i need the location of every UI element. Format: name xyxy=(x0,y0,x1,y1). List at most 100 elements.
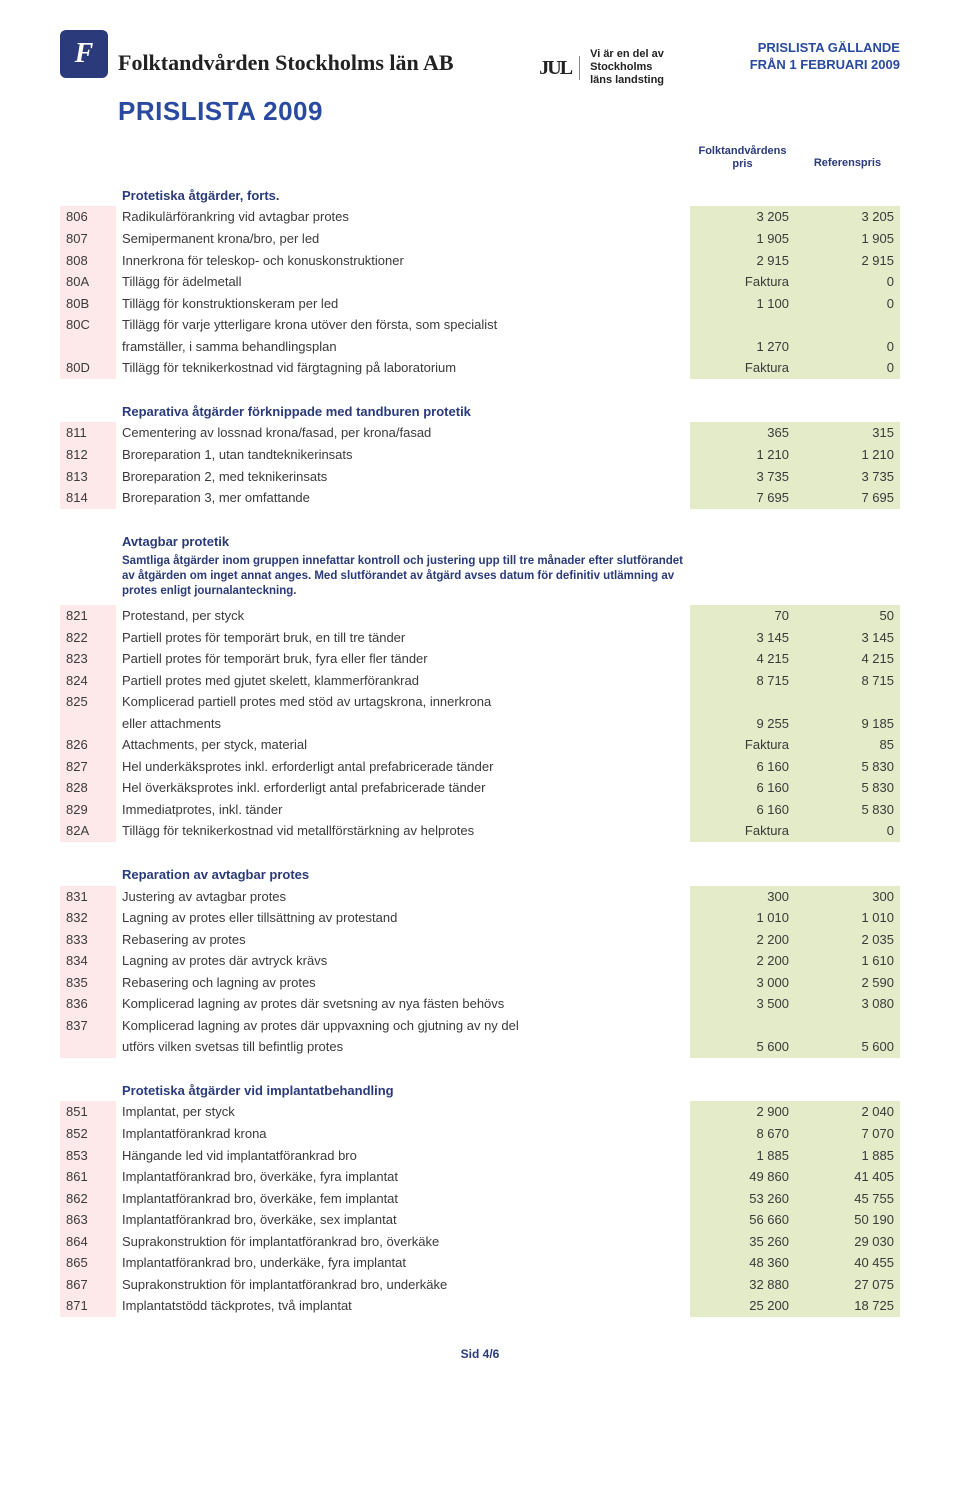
col1-l1: Folktandvårdens xyxy=(698,145,786,157)
section-heading: Reparation av avtagbar protes xyxy=(60,852,900,886)
row-code: 827 xyxy=(60,756,116,778)
table-row: 822Partiell protes för temporärt bruk, e… xyxy=(60,627,900,649)
section-title: Protetiska åtgärder vid implantatbehandl… xyxy=(116,1068,690,1102)
row-reference-price: 1 905 xyxy=(795,228,900,250)
validity-notice: PRISLISTA GÄLLANDE FRÅN 1 FEBRUARI 2009 xyxy=(750,40,900,74)
section-gap xyxy=(60,509,900,519)
table-row: 836Komplicerad lagning av protes där sve… xyxy=(60,993,900,1015)
landsting-text-l1: Vi är en del av xyxy=(590,48,664,60)
row-code: 812 xyxy=(60,444,116,466)
row-code: 806 xyxy=(60,206,116,228)
section-note: Samtliga åtgärder inom gruppen innefatta… xyxy=(60,552,900,605)
row-code: 871 xyxy=(60,1295,116,1317)
row-price: 56 660 xyxy=(690,1209,795,1231)
table-row: 851Implantat, per styck2 9002 040 xyxy=(60,1101,900,1123)
row-desc: Protestand, per styck xyxy=(116,605,690,627)
table-row: 80CTillägg för varje ytterligare krona u… xyxy=(60,314,900,336)
row-price: 1 905 xyxy=(690,228,795,250)
row-code xyxy=(60,336,116,358)
row-reference-price: 0 xyxy=(795,357,900,379)
table-row: 812Broreparation 1, utan tandteknikerins… xyxy=(60,444,900,466)
table-row: 833Rebasering av protes2 2002 035 xyxy=(60,929,900,951)
row-price: 4 215 xyxy=(690,648,795,670)
page-title: PRISLISTA 2009 xyxy=(118,96,900,127)
row-desc: Innerkrona för teleskop- och konuskonstr… xyxy=(116,250,690,272)
row-desc: Hel underkäksprotes inkl. erforderligt a… xyxy=(116,756,690,778)
row-reference-price: 50 190 xyxy=(795,1209,900,1231)
row-price: 35 260 xyxy=(690,1231,795,1253)
table-row: 864Suprakonstruktion för implantatförank… xyxy=(60,1231,900,1253)
row-code: 829 xyxy=(60,799,116,821)
validity-l1: PRISLISTA GÄLLANDE xyxy=(758,40,900,55)
row-price: Faktura xyxy=(690,734,795,756)
row-price: 1 210 xyxy=(690,444,795,466)
row-code: 867 xyxy=(60,1274,116,1296)
row-code: 80D xyxy=(60,357,116,379)
row-desc: eller attachments xyxy=(116,713,690,735)
row-code: 825 xyxy=(60,691,116,713)
row-code: 82A xyxy=(60,820,116,842)
row-reference-price: 5 830 xyxy=(795,777,900,799)
section-gap xyxy=(60,379,900,389)
row-code: 864 xyxy=(60,1231,116,1253)
row-reference-price: 29 030 xyxy=(795,1231,900,1253)
row-desc: Cementering av lossnad krona/fasad, per … xyxy=(116,422,690,444)
row-desc: Suprakonstruktion för implantatförankrad… xyxy=(116,1231,690,1253)
row-desc: framställer, i samma behandlingsplan xyxy=(116,336,690,358)
row-reference-price: 315 xyxy=(795,422,900,444)
row-reference-price: 85 xyxy=(795,734,900,756)
table-row: eller attachments9 2559 185 xyxy=(60,713,900,735)
validity-l2: FRÅN 1 FEBRUARI 2009 xyxy=(750,57,900,72)
section-heading: Avtagbar protetik xyxy=(60,519,900,553)
row-desc: Implantatförankrad bro, underkäke, fyra … xyxy=(116,1252,690,1274)
row-price: 6 160 xyxy=(690,777,795,799)
row-price xyxy=(690,691,795,713)
row-reference-price: 3 145 xyxy=(795,627,900,649)
table-row: 831Justering av avtagbar protes300300 xyxy=(60,886,900,908)
row-desc: utförs vilken svetsas till befintlig pro… xyxy=(116,1036,690,1058)
row-reference-price: 5 600 xyxy=(795,1036,900,1058)
row-desc: Broreparation 3, mer omfattande xyxy=(116,487,690,509)
row-desc: Rebasering och lagning av protes xyxy=(116,972,690,994)
price-table: Protetiska åtgärder, forts.806Radikulärf… xyxy=(60,173,900,1317)
section-gap xyxy=(60,1058,900,1068)
row-desc: Rebasering av protes xyxy=(116,929,690,951)
page-footer: Sid 4/6 xyxy=(60,1347,900,1361)
table-row: framställer, i samma behandlingsplan1 27… xyxy=(60,336,900,358)
table-row: 80ATillägg för ädelmetallFaktura0 xyxy=(60,271,900,293)
row-desc: Attachments, per styck, material xyxy=(116,734,690,756)
row-reference-price xyxy=(795,314,900,336)
row-code: 831 xyxy=(60,886,116,908)
row-reference-price: 5 830 xyxy=(795,756,900,778)
row-price: 70 xyxy=(690,605,795,627)
row-desc: Radikulärförankring vid avtagbar protes xyxy=(116,206,690,228)
table-row: 80DTillägg för teknikerkostnad vid färgt… xyxy=(60,357,900,379)
row-code: 837 xyxy=(60,1015,116,1037)
header-left: F Folktandvården Stockholms län AB xyxy=(60,30,454,78)
row-price: 1 100 xyxy=(690,293,795,315)
row-price: 1 270 xyxy=(690,336,795,358)
row-reference-price: 7 070 xyxy=(795,1123,900,1145)
row-price: 8 670 xyxy=(690,1123,795,1145)
row-desc: Tillägg för ädelmetall xyxy=(116,271,690,293)
row-price: 2 915 xyxy=(690,250,795,272)
page-container: F Folktandvården Stockholms län AB JUL V… xyxy=(0,0,960,1401)
row-desc: Partiell protes för temporärt bruk, en t… xyxy=(116,627,690,649)
col-header-reference: Referenspris xyxy=(795,145,900,171)
table-row: utförs vilken svetsas till befintlig pro… xyxy=(60,1036,900,1058)
row-reference-price: 2 915 xyxy=(795,250,900,272)
table-row: 827Hel underkäksprotes inkl. erforderlig… xyxy=(60,756,900,778)
row-price: Faktura xyxy=(690,820,795,842)
row-price: 49 860 xyxy=(690,1166,795,1188)
row-desc: Tillägg för varje ytterligare krona utöv… xyxy=(116,314,690,336)
row-code: 813 xyxy=(60,466,116,488)
row-code: 811 xyxy=(60,422,116,444)
row-reference-price: 2 590 xyxy=(795,972,900,994)
table-row: 861Implantatförankrad bro, överkäke, fyr… xyxy=(60,1166,900,1188)
row-price: 365 xyxy=(690,422,795,444)
row-reference-price: 1 885 xyxy=(795,1145,900,1167)
row-code: 836 xyxy=(60,993,116,1015)
row-desc: Broreparation 1, utan tandteknikerinsats xyxy=(116,444,690,466)
row-price: Faktura xyxy=(690,271,795,293)
row-desc: Implantatförankrad krona xyxy=(116,1123,690,1145)
